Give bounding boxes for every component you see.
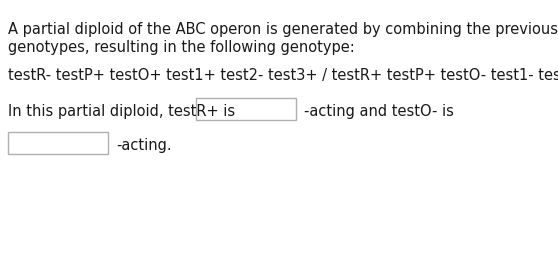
Text: In this partial diploid, testR+ is: In this partial diploid, testR+ is (8, 104, 240, 119)
Text: testR- testP+ testO+ test1+ test2- test3+ / testR+ testP+ testO- test1- test2+ t: testR- testP+ testO+ test1+ test2- test3… (8, 68, 558, 83)
Text: -acting.: -acting. (116, 138, 172, 153)
Text: genotypes, resulting in the following genotype:: genotypes, resulting in the following ge… (8, 40, 355, 55)
Text: -acting and testO- is: -acting and testO- is (304, 104, 454, 119)
Bar (196, 98, 296, 120)
Bar (8, 132, 108, 154)
Text: A partial diploid of the ABC operon is generated by combining the previous: A partial diploid of the ABC operon is g… (8, 22, 558, 37)
